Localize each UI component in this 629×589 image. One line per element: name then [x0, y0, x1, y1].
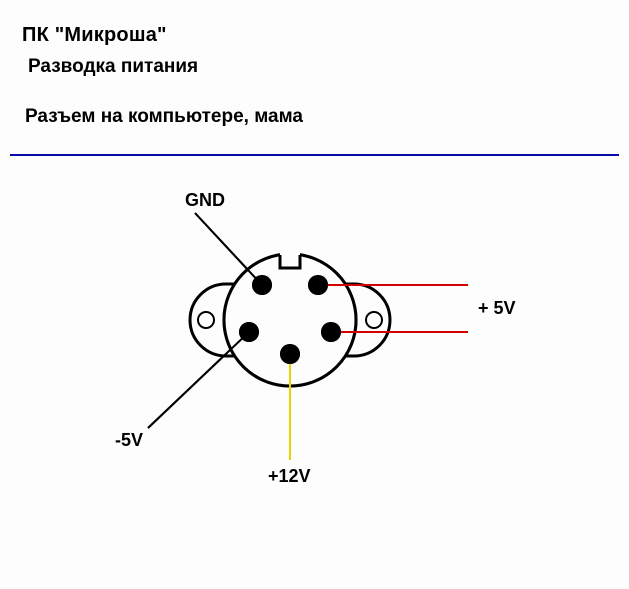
label-12v: +12V [268, 466, 311, 487]
page-title: ПК "Микроша" [22, 24, 167, 47]
pin-minus-5v-top [239, 322, 259, 342]
page-subtitle: Разводка питания [28, 56, 198, 78]
label-5v: + 5V [478, 298, 516, 319]
pin-5v-bottom-top [321, 322, 341, 342]
connector-diagram [0, 170, 629, 570]
pin-gnd-top [252, 275, 272, 295]
mount-hole-left [198, 312, 214, 328]
mount-hole-right [366, 312, 382, 328]
wire-minus-5v-front [148, 332, 249, 428]
pin-5v-top-top [308, 275, 328, 295]
wire-gnd-front [195, 213, 262, 285]
label-minus-5v: -5V [115, 430, 143, 451]
page-description: Разъем на компьютере, мама [25, 106, 303, 128]
label-gnd: GND [185, 190, 225, 211]
header-divider [10, 154, 619, 156]
pin-12v-top [280, 344, 300, 364]
